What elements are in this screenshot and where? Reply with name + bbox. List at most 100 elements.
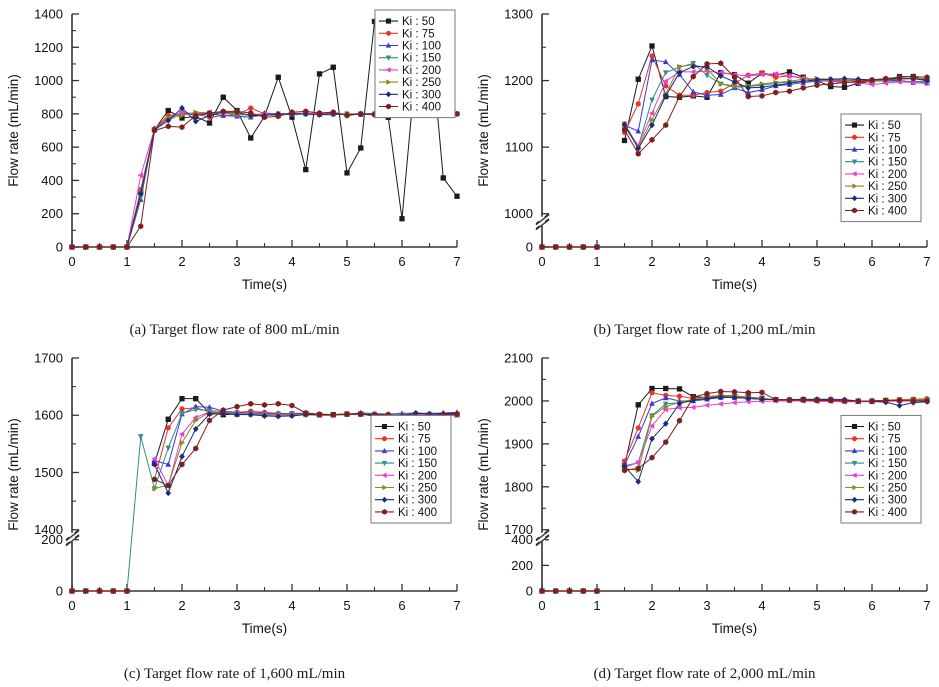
- x-axis-title: Time(s): [712, 277, 757, 292]
- y-axis-title: Flow rate (mL/min): [6, 418, 21, 531]
- series-400: [69, 400, 460, 594]
- legend-label: Ki : 150: [398, 458, 437, 470]
- legend-item-200[interactable]: Ki : 200: [845, 169, 907, 181]
- legend-item-75[interactable]: Ki : 75: [845, 132, 901, 144]
- x-tick-label: 4: [758, 598, 765, 613]
- legend-item-300[interactable]: Ki : 300: [845, 193, 907, 205]
- legend-item-300[interactable]: Ki : 300: [379, 89, 441, 101]
- plot-area-b[interactable]: 0 1 2 3 4 5 6 7 0 1000 1100 1200 1300 Time(s) Flow rat…: [470, 0, 939, 305]
- legend-item-75[interactable]: Ki : 75: [845, 434, 901, 446]
- y-tick-label: 2100: [504, 351, 533, 366]
- plot-area-c[interactable]: 0 1 2 3 4 5 6 7 0 200 1400 1500 1600 1700 Time(s) Flow …: [0, 344, 469, 649]
- y-tick-label: 1100: [505, 140, 533, 155]
- plot-area-d[interactable]: 0 1 2 3 4 5 6 7 0 200 400 1700 1800 1900 2000 2100 Time(…: [470, 344, 939, 649]
- chart-panel-d: 0 1 2 3 4 5 6 7 0 200 400 1700 1800 1900 2000 2100 Time(…: [470, 344, 939, 687]
- legend-item-300[interactable]: Ki : 300: [375, 495, 437, 507]
- x-tick-label: 0: [68, 598, 75, 613]
- x-tick-label: 6: [398, 254, 405, 269]
- legend-item-150[interactable]: Ki : 150: [379, 53, 441, 65]
- legend-item-400[interactable]: Ki : 400: [845, 206, 907, 218]
- legend-label: Ki : 400: [868, 507, 907, 519]
- chart-panel-c: 0 1 2 3 4 5 6 7 0 200 1400 1500 1600 1700 Time(s) Flow …: [0, 344, 469, 687]
- plot-area-a[interactable]: 0 1 2 3 4 5 6 7 0 200 400 600 800 1000 1200 1400 Time(s)…: [0, 0, 469, 305]
- legend-item-75[interactable]: Ki : 75: [375, 434, 431, 446]
- y-tick-label: 0: [56, 240, 63, 255]
- legend-label: Ki : 300: [868, 495, 907, 507]
- legend-item-75[interactable]: Ki : 75: [379, 28, 435, 40]
- legend-item-250[interactable]: Ki : 250: [379, 77, 441, 89]
- y-tick-label: 1300: [504, 7, 533, 22]
- legend-item-250[interactable]: Ki : 250: [845, 483, 907, 495]
- legend-label: Ki : 50: [868, 120, 901, 132]
- legend-item-100[interactable]: Ki : 100: [845, 145, 907, 157]
- y-tick-label: 1200: [504, 73, 533, 88]
- x-tick-label: 7: [453, 254, 460, 269]
- x-tick-label: 1: [593, 254, 600, 269]
- legend-item-100[interactable]: Ki : 100: [845, 446, 907, 458]
- legend-item-100[interactable]: Ki : 100: [375, 446, 437, 458]
- y-tick-label: 1200: [34, 40, 63, 55]
- y-tick-label: 1400: [34, 522, 63, 537]
- y-tick-label: 1900: [504, 436, 533, 451]
- legend-item-250[interactable]: Ki : 250: [845, 181, 907, 193]
- series-400: [539, 388, 930, 594]
- x-tick-label: 2: [648, 598, 655, 613]
- x-tick-label: 2: [178, 254, 185, 269]
- legend-item-400[interactable]: Ki : 400: [375, 507, 437, 519]
- y-tick-label: 1400: [34, 7, 63, 22]
- legend-item-150[interactable]: Ki : 150: [845, 157, 907, 169]
- legend-item-50[interactable]: Ki : 50: [379, 16, 435, 28]
- y-tick-label: 800: [41, 106, 63, 121]
- legend-item-50[interactable]: Ki : 50: [375, 422, 431, 434]
- legend-item-50[interactable]: Ki : 50: [845, 422, 901, 434]
- series-400: [539, 60, 930, 250]
- x-axis-title: Time(s): [242, 621, 287, 636]
- legend-item-150[interactable]: Ki : 150: [375, 458, 437, 470]
- legend-item-200[interactable]: Ki : 200: [379, 65, 441, 77]
- legend-item-50[interactable]: Ki : 50: [845, 120, 901, 132]
- legend-label: Ki : 250: [398, 483, 437, 495]
- chart-panel-a: 0 1 2 3 4 5 6 7 0 200 400 600 800 1000 1200 1400 Time(s)…: [0, 0, 469, 343]
- legend-label: Ki : 100: [402, 41, 441, 53]
- x-axis-ticks: 0 1 2 3 4 5 6 7: [68, 240, 461, 269]
- legend-item-250[interactable]: Ki : 250: [375, 483, 437, 495]
- y-tick-label: 0: [56, 584, 63, 599]
- y-axis-title: Flow rate (mL/min): [476, 74, 491, 187]
- y-axis-ticks: 0 200 400 600 800 1000 1200 1400: [34, 7, 79, 255]
- series-100: [69, 109, 460, 250]
- legend-item-400[interactable]: Ki : 400: [845, 507, 907, 519]
- legend-label: Ki : 250: [868, 483, 907, 495]
- chart-svg-a: 0 1 2 3 4 5 6 7 0 200 400 600 800 1000 1200 1400 Time(s)…: [6, 7, 461, 293]
- legend-item-400[interactable]: Ki : 400: [379, 102, 441, 114]
- legend-label: Ki : 50: [398, 422, 431, 434]
- y-tick-label: 2000: [504, 393, 533, 408]
- legend-item-150[interactable]: Ki : 150: [845, 458, 907, 470]
- chart-svg-b: 0 1 2 3 4 5 6 7 0 1000 1100 1200 1300 Time(s) Flow rat…: [476, 7, 931, 293]
- x-tick-label: 6: [398, 598, 405, 613]
- legend-label: Ki : 400: [402, 102, 441, 114]
- legend-label: Ki : 250: [402, 77, 441, 89]
- legend-label: Ki : 400: [868, 206, 907, 218]
- legend-label: Ki : 100: [398, 446, 437, 458]
- legend-label: Ki : 75: [398, 434, 431, 446]
- legend-item-300[interactable]: Ki : 300: [845, 495, 907, 507]
- legend-item-100[interactable]: Ki : 100: [379, 41, 441, 53]
- y-tick-label: 200: [41, 532, 63, 547]
- legend-item-200[interactable]: Ki : 200: [845, 470, 907, 482]
- legend-label: Ki : 50: [868, 422, 901, 434]
- x-tick-label: 7: [923, 254, 930, 269]
- x-tick-label: 5: [813, 598, 820, 613]
- x-tick-label: 0: [538, 254, 545, 269]
- legend-item-200[interactable]: Ki : 200: [375, 470, 437, 482]
- legend-label: Ki : 400: [398, 507, 437, 519]
- axis-break-marks: [535, 529, 550, 547]
- x-tick-label: 2: [178, 598, 185, 613]
- x-tick-label: 7: [453, 598, 460, 613]
